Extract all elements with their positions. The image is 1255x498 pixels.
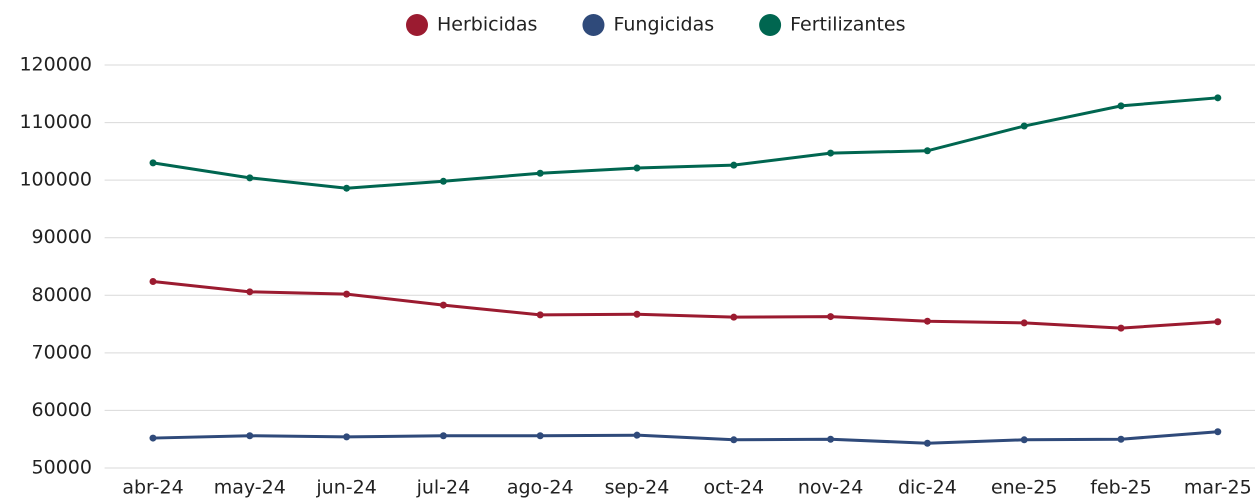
data-point xyxy=(1020,319,1028,327)
x-tick-label: jun-24 xyxy=(315,477,376,498)
legend-marker xyxy=(582,14,605,36)
legend-label: Fungicidas xyxy=(613,14,714,36)
data-point xyxy=(730,436,738,444)
y-tick-label: 90000 xyxy=(32,226,92,248)
data-point xyxy=(1214,428,1222,436)
y-tick-label: 120000 xyxy=(19,54,92,76)
y-tick-label: 100000 xyxy=(19,169,92,191)
y-tick-label: 80000 xyxy=(32,284,92,306)
data-point xyxy=(827,149,835,157)
legend-label: Fertilizantes xyxy=(790,14,905,36)
data-point xyxy=(633,310,641,318)
data-point xyxy=(536,432,544,440)
data-point xyxy=(343,184,351,192)
data-point xyxy=(536,169,544,177)
data-point xyxy=(923,439,931,447)
x-tick-label: oct-24 xyxy=(704,477,765,498)
x-tick-label: mar-25 xyxy=(1184,477,1252,498)
data-point xyxy=(246,174,254,182)
data-point xyxy=(1214,94,1222,102)
data-point xyxy=(633,431,641,439)
x-tick-label: feb-25 xyxy=(1090,477,1151,498)
data-point xyxy=(1117,435,1125,443)
data-point xyxy=(923,147,931,155)
y-tick-label: 110000 xyxy=(19,111,92,133)
series-line xyxy=(152,430,1218,445)
data-point xyxy=(1020,436,1028,444)
data-point xyxy=(246,288,254,296)
x-tick-label: jul-24 xyxy=(416,477,471,498)
data-point xyxy=(1117,324,1125,332)
x-tick-label: abr-24 xyxy=(122,477,183,498)
y-tick-label: 70000 xyxy=(32,341,92,363)
data-point xyxy=(1020,122,1028,130)
data-point xyxy=(730,313,738,321)
data-point xyxy=(1214,318,1222,326)
data-point xyxy=(439,301,447,309)
series-line xyxy=(152,279,1218,330)
data-point xyxy=(149,159,157,167)
y-tick-label: 50000 xyxy=(32,457,92,479)
data-point xyxy=(923,317,931,325)
x-tick-label: nov-24 xyxy=(798,477,863,498)
y-tick-label: 60000 xyxy=(32,399,92,421)
x-tick-label: ene-25 xyxy=(991,477,1057,498)
data-point xyxy=(149,277,157,285)
x-tick-label: ago-24 xyxy=(507,477,574,498)
series-line xyxy=(152,96,1218,190)
data-point xyxy=(343,433,351,441)
x-tick-label: sep-24 xyxy=(605,477,670,498)
x-tick-label: dic-24 xyxy=(898,477,957,498)
data-point xyxy=(730,161,738,169)
legend-label: Herbicidas xyxy=(437,14,537,36)
x-tick-label: may-24 xyxy=(214,477,286,498)
legend-marker xyxy=(406,14,428,36)
data-point xyxy=(1117,102,1125,110)
data-point xyxy=(827,435,835,443)
legend-marker xyxy=(759,14,782,36)
data-point xyxy=(246,432,254,440)
data-point xyxy=(536,311,544,319)
data-point xyxy=(149,434,157,442)
data-point xyxy=(439,177,447,185)
data-point xyxy=(439,432,447,440)
data-point xyxy=(827,313,835,321)
data-point xyxy=(343,290,351,298)
data-point xyxy=(633,164,641,172)
